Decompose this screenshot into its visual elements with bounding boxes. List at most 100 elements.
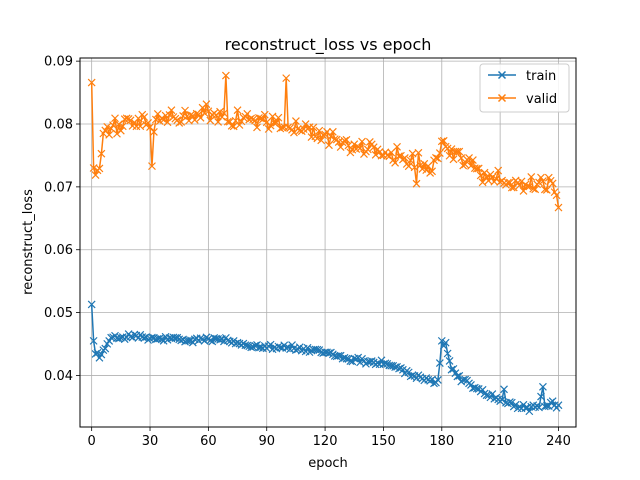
data-point-valid bbox=[202, 100, 211, 109]
data-point-valid bbox=[149, 127, 158, 136]
ticks: 0 30 60 90 120 150 180 210 240 0.04 0.05 0.06 0.07 0.… bbox=[44, 55, 571, 449]
data-point-valid bbox=[148, 162, 156, 171]
data-point-train bbox=[185, 336, 193, 345]
data-point-train bbox=[266, 340, 275, 349]
data-point-valid bbox=[313, 134, 322, 143]
data-point-valid bbox=[474, 164, 483, 173]
data-point-train bbox=[437, 336, 446, 345]
data-point-train bbox=[441, 338, 450, 347]
series-train bbox=[87, 300, 563, 416]
data-point-valid bbox=[103, 122, 112, 131]
data-point-train bbox=[453, 372, 462, 381]
data-point-valid bbox=[420, 159, 429, 168]
y-tick-label: 0.05 bbox=[44, 306, 73, 321]
data-point-train bbox=[548, 397, 557, 406]
legend-valid-marker bbox=[497, 93, 507, 103]
data-point-train bbox=[251, 341, 259, 350]
data-point-valid bbox=[447, 145, 456, 154]
data-point-train bbox=[87, 300, 96, 309]
x-tick-label: 240 bbox=[546, 434, 571, 449]
data-point-valid bbox=[527, 173, 536, 181]
data-point-train bbox=[101, 344, 110, 353]
data-point-valid bbox=[291, 117, 300, 126]
data-point-valid bbox=[391, 158, 400, 167]
data-point-train bbox=[313, 345, 322, 354]
data-point-valid bbox=[350, 140, 359, 149]
data-point-valid bbox=[235, 121, 244, 129]
data-point-valid bbox=[159, 115, 168, 124]
grid bbox=[80, 58, 576, 427]
data-point-valid bbox=[146, 123, 154, 132]
data-point-valid bbox=[188, 111, 197, 120]
data-point-valid bbox=[455, 147, 464, 156]
data-point-valid bbox=[227, 121, 236, 130]
data-point-train bbox=[435, 359, 444, 367]
data-point-valid bbox=[414, 148, 423, 157]
data-point-train bbox=[206, 336, 215, 345]
data-point-valid bbox=[457, 154, 466, 163]
x-tick-label: 180 bbox=[429, 434, 454, 449]
data-point-valid bbox=[476, 171, 485, 180]
data-point-valid bbox=[393, 142, 401, 151]
data-point-train bbox=[346, 357, 355, 365]
data-point-valid bbox=[467, 161, 475, 170]
data-point-train bbox=[303, 343, 312, 352]
data-point-train bbox=[381, 359, 390, 368]
legend-train-marker bbox=[497, 70, 507, 80]
data-point-train bbox=[449, 364, 458, 373]
y-tick-label: 0.09 bbox=[44, 55, 73, 70]
data-point-valid bbox=[342, 135, 351, 144]
data-point-train bbox=[148, 333, 156, 342]
data-point-valid bbox=[260, 110, 269, 119]
data-point-train bbox=[408, 371, 417, 380]
data-point-valid bbox=[175, 118, 184, 127]
x-tick-label: 150 bbox=[371, 434, 396, 449]
data-point-valid bbox=[356, 144, 365, 153]
data-point-valid bbox=[274, 113, 283, 122]
data-point-valid bbox=[97, 149, 106, 158]
y-tick-label: 0.07 bbox=[44, 180, 73, 195]
data-point-train bbox=[377, 356, 386, 365]
data-point-valid bbox=[272, 118, 281, 127]
data-point-valid bbox=[253, 123, 261, 132]
data-point-valid bbox=[116, 126, 125, 135]
data-point-valid bbox=[494, 166, 503, 175]
data-point-valid bbox=[237, 117, 246, 126]
data-point-valid bbox=[363, 145, 372, 154]
data-point-valid bbox=[87, 78, 96, 87]
data-point-valid bbox=[503, 178, 512, 187]
data-point-valid bbox=[523, 182, 532, 191]
data-point-valid bbox=[548, 179, 557, 188]
data-point-valid bbox=[118, 122, 127, 131]
data-point-train bbox=[498, 395, 507, 404]
data-point-valid bbox=[433, 154, 442, 163]
legend-train-label: train bbox=[526, 69, 556, 84]
data-point-train bbox=[500, 385, 508, 394]
data-point-valid bbox=[330, 135, 339, 144]
data-point-valid bbox=[539, 177, 547, 185]
data-point-valid bbox=[525, 182, 534, 191]
y-tick-label: 0.08 bbox=[44, 118, 73, 133]
data-point-valid bbox=[218, 113, 226, 121]
y-axis-label: reconstruct_loss bbox=[21, 189, 36, 295]
data-point-valid bbox=[540, 185, 549, 194]
data-point-valid bbox=[461, 160, 470, 169]
data-point-valid bbox=[542, 186, 551, 194]
data-point-valid bbox=[453, 147, 462, 156]
data-point-valid bbox=[369, 143, 378, 152]
data-point-valid bbox=[114, 120, 123, 129]
y-tick-label: 0.04 bbox=[44, 369, 73, 384]
data-point-valid bbox=[468, 156, 477, 164]
data-point-train bbox=[445, 357, 454, 365]
legend-valid-label: valid bbox=[526, 92, 557, 107]
data-point-train bbox=[89, 336, 98, 345]
data-point-valid bbox=[412, 179, 421, 188]
chart-title: reconstruct_loss vs epoch bbox=[225, 35, 432, 55]
data-point-valid bbox=[325, 141, 333, 150]
data-point-train bbox=[554, 401, 563, 410]
data-point-valid bbox=[122, 114, 131, 123]
data-point-train bbox=[539, 382, 547, 391]
data-point-valid bbox=[229, 122, 238, 131]
data-point-valid bbox=[190, 116, 199, 124]
data-point-valid bbox=[126, 116, 135, 125]
